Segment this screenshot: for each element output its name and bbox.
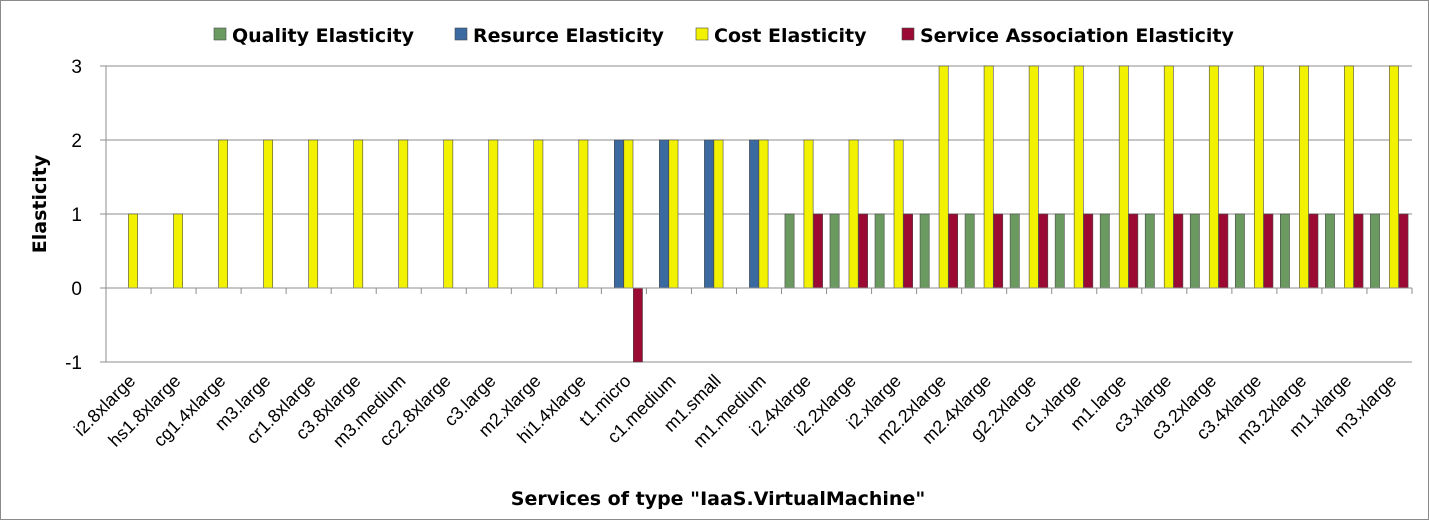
bar <box>983 65 994 289</box>
bar <box>578 139 589 289</box>
bar <box>1325 213 1335 289</box>
bar <box>533 139 544 289</box>
bar <box>874 213 885 289</box>
bar <box>964 213 975 289</box>
bar <box>263 139 274 289</box>
bar <box>893 139 904 289</box>
x-tick-labels: i2.8xlargehs1.8xlargecg1.4xlargem3.large… <box>70 371 1400 452</box>
legend-label: Cost Elasticity <box>714 25 867 47</box>
legend-label: Service Association Elasticity <box>920 25 1234 47</box>
bar <box>1398 213 1409 289</box>
bar <box>173 213 183 289</box>
bar <box>128 213 138 289</box>
bar <box>443 139 454 289</box>
bar <box>858 213 868 289</box>
bar <box>1173 213 1184 289</box>
bar <box>1083 213 1094 289</box>
y-axis-title: Elasticity <box>29 154 51 253</box>
legend-swatch <box>454 27 468 41</box>
bar <box>1389 65 1399 289</box>
axes <box>100 65 1413 363</box>
bar <box>1234 213 1245 289</box>
bar <box>1253 65 1264 289</box>
bar <box>488 139 499 289</box>
bar <box>713 139 724 289</box>
bar <box>1128 213 1139 289</box>
bar <box>1189 213 1200 289</box>
bar <box>1208 65 1219 289</box>
bar <box>1099 213 1110 289</box>
bar <box>613 139 624 289</box>
bar <box>1163 65 1174 289</box>
bar <box>1263 213 1274 289</box>
bar <box>308 139 319 289</box>
bar <box>1280 213 1290 289</box>
bar <box>659 139 669 289</box>
bar <box>993 213 1004 289</box>
bar <box>668 139 679 289</box>
bar <box>1370 213 1380 289</box>
legend-label: Resurce Elasticity <box>473 25 665 47</box>
bar <box>218 139 228 289</box>
legend: Quality Elasticity Resurce Elasticity Cost… <box>213 25 1234 47</box>
bar <box>1144 213 1155 289</box>
bar <box>353 139 364 289</box>
legend-swatch <box>695 27 709 41</box>
bar <box>813 213 823 289</box>
y-tick-label: 0 <box>71 279 82 300</box>
bar <box>948 213 959 289</box>
y-tick-label: 1 <box>71 205 82 226</box>
bar <box>398 139 409 289</box>
bar <box>1028 65 1039 289</box>
bar <box>938 65 949 289</box>
bar <box>623 139 634 289</box>
bar <box>1009 213 1020 289</box>
bar <box>848 139 859 289</box>
bar <box>1353 213 1364 289</box>
y-tick-label: -1 <box>65 353 82 374</box>
y-tick-label: 2 <box>71 131 82 152</box>
bar <box>1308 213 1319 289</box>
bar <box>919 213 930 289</box>
bar <box>704 139 714 289</box>
bar <box>1073 65 1084 289</box>
legend-swatch <box>213 27 227 41</box>
bars <box>128 65 1409 363</box>
legend-swatch <box>901 27 915 41</box>
bar <box>1344 65 1354 289</box>
bar <box>749 139 759 289</box>
bar <box>803 139 814 289</box>
bar <box>903 213 913 289</box>
bar <box>1218 213 1229 289</box>
y-tick-labels: 3 2 1 0 -1 <box>65 57 82 374</box>
x-axis-title: Services of type "IaaS.VirtualMachine" <box>511 488 925 510</box>
bar <box>758 139 769 289</box>
bar <box>784 213 795 289</box>
bar <box>829 213 840 289</box>
bar <box>1038 213 1049 289</box>
legend-label: Quality Elasticity <box>232 25 415 47</box>
bar <box>1118 65 1129 289</box>
y-tick-label: 3 <box>71 57 82 78</box>
bar <box>1299 65 1309 289</box>
bar <box>1054 213 1065 289</box>
bar <box>632 287 643 363</box>
